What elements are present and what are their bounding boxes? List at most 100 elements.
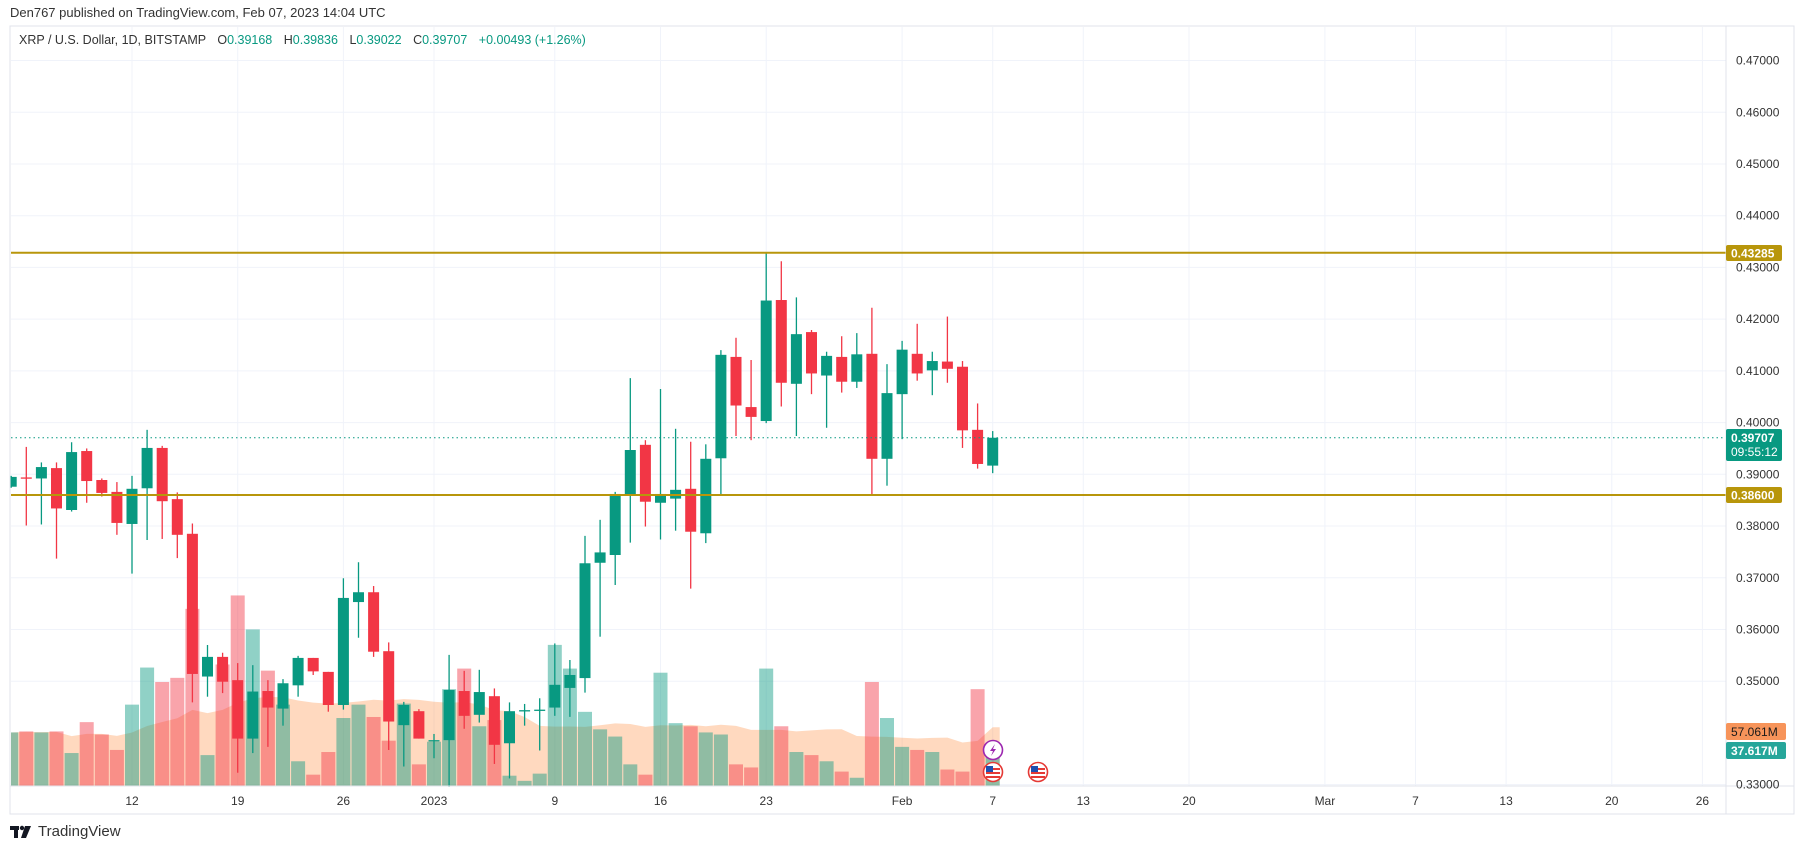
candle-body: [806, 332, 817, 374]
us-flag-event-icon[interactable]: [1027, 761, 1049, 783]
candle-body: [51, 468, 62, 509]
time-tick-label: 23: [760, 794, 774, 808]
candle-body: [760, 300, 772, 422]
volume-ma-badge: 57.061M: [1726, 723, 1786, 740]
candle: [972, 403, 984, 469]
us-flag-event-icon[interactable]: [982, 761, 1004, 783]
candle-body: [700, 458, 712, 534]
price-tick-label: 0.38000: [1736, 519, 1780, 533]
candle-body: [292, 657, 304, 686]
volume-bar: [638, 774, 653, 786]
candle-body: [126, 488, 138, 524]
volume-badge: 37.617M: [1726, 742, 1786, 759]
volume-bar: [578, 711, 592, 786]
volume-bar: [789, 752, 804, 786]
candle: [413, 709, 425, 739]
price-tick-label: 0.42000: [1736, 312, 1780, 326]
candle-body: [519, 710, 531, 712]
volume-bar: [910, 749, 925, 786]
volume-bar: [562, 668, 577, 786]
symbol-legend[interactable]: XRP / U.S. Dollar, 1D, BITSTAMP O0.39168…: [19, 33, 586, 47]
volume-bar: [517, 780, 532, 786]
candle: [655, 388, 666, 540]
volume-bar: [64, 753, 79, 786]
candle-body: [66, 452, 78, 510]
candle-body: [534, 709, 546, 711]
candle: [564, 659, 576, 717]
time-tick-label: 7: [989, 794, 996, 808]
candle: [851, 333, 863, 388]
candle: [594, 519, 606, 637]
open-value: 0.39168: [227, 33, 273, 47]
volume-bar: [19, 731, 34, 786]
candle: [81, 448, 93, 503]
candle: [821, 351, 833, 428]
tradingview-brand[interactable]: TradingView: [10, 823, 121, 840]
candle: [171, 492, 183, 559]
price-tick-label: 0.44000: [1736, 209, 1780, 223]
resistance-price-badge: 0.43285: [1726, 245, 1782, 261]
volume-bar: [125, 704, 139, 786]
resistance-price-label: 0.43285: [1731, 247, 1775, 261]
candle: [519, 703, 531, 726]
lightning-event-icon[interactable]: [982, 739, 1004, 761]
candle-body: [488, 696, 500, 745]
price-tick-label: 0.40000: [1736, 416, 1780, 430]
candle: [141, 429, 153, 540]
volume-bar: [381, 740, 396, 786]
volume-bar: [532, 773, 547, 786]
last-price-badge: 0.39707 09:55:12: [1726, 429, 1782, 461]
candle: [51, 462, 62, 559]
volume-bar: [925, 752, 940, 786]
candle-body: [217, 656, 229, 682]
candle-body: [398, 704, 410, 726]
volume-bar: [683, 726, 698, 786]
time-tick-label: 16: [654, 794, 668, 808]
time-tick-label: 20: [1605, 794, 1619, 808]
time-tick-label: 26: [1696, 794, 1710, 808]
candle: [322, 671, 334, 712]
horizontal-levels[interactable]: [11, 251, 1726, 496]
volume-bar: [653, 672, 668, 786]
volume-bar: [94, 734, 109, 786]
candle-body: [609, 493, 621, 555]
candle-body: [715, 354, 727, 459]
price-tick-label: 0.35000: [1736, 674, 1780, 688]
price-axis[interactable]: 0.47000 0.46000 0.45000 0.44000 0.43000 0.420…: [1736, 54, 1780, 792]
candle-body: [881, 393, 893, 459]
candle: [745, 360, 757, 441]
candle-body: [35, 467, 47, 479]
price-tick-label: 0.36000: [1736, 622, 1780, 636]
change-value: +0.00493 (+1.26%): [478, 33, 586, 47]
volume-bar: [34, 732, 49, 786]
candle-body: [20, 477, 32, 479]
price-tick-label: 0.46000: [1736, 105, 1780, 119]
candle-body: [186, 533, 198, 674]
candle-body: [594, 552, 606, 563]
volume-bar: [668, 723, 683, 786]
candle: [609, 491, 621, 585]
time-axis[interactable]: 12 19 26 2023 9 16 23 Feb 7 13 20 Mar 7 13 20 26: [125, 794, 1709, 808]
time-tick-label: Feb: [892, 794, 913, 808]
time-tick-label: 13: [1499, 794, 1513, 808]
candle-body: [413, 711, 425, 739]
symbol-title: XRP / U.S. Dollar, 1D, BITSTAMP: [19, 33, 206, 47]
volume-label: 37.617M: [1731, 744, 1778, 758]
candle-body: [11, 476, 17, 487]
volume-bar: [306, 774, 321, 786]
candle: [790, 297, 802, 437]
candle: [504, 702, 515, 779]
volume-bar: [502, 775, 517, 786]
candle: [957, 361, 968, 448]
time-tick-label: 12: [125, 794, 139, 808]
volume-bar: [880, 718, 894, 786]
candle: [806, 330, 817, 395]
support-price-label: 0.38600: [1731, 489, 1775, 503]
volume-bar: [109, 749, 124, 786]
candle: [337, 578, 349, 710]
volume-bar: [427, 741, 441, 786]
close-value: 0.39707: [422, 33, 468, 47]
price-tick-label: 0.45000: [1736, 157, 1780, 171]
volume-bar: [170, 677, 185, 786]
